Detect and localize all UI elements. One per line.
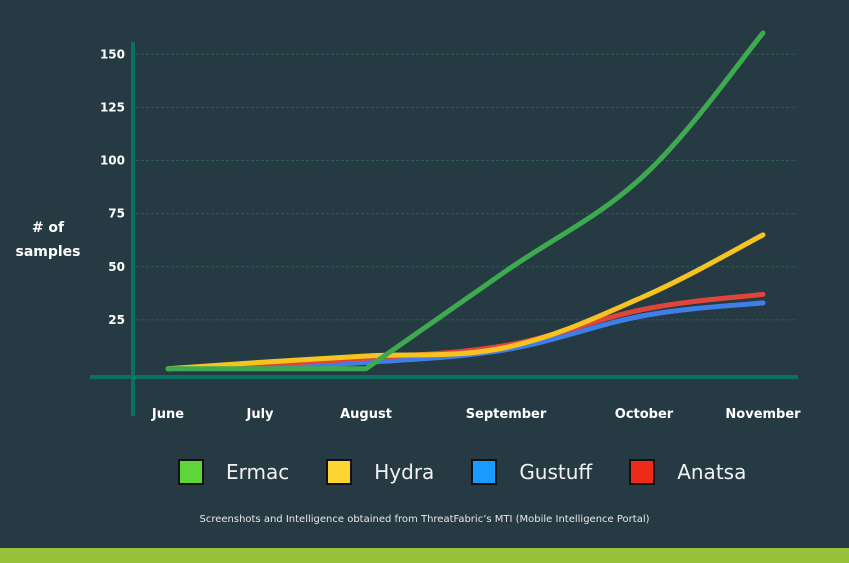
line-chart: 25 50 75 100 125 150 June July August September O… <box>90 30 801 422</box>
series-lines <box>165 30 766 372</box>
series-line-hydra <box>165 232 766 372</box>
y-tick-label: 150 <box>100 47 125 61</box>
y-tick-label: 25 <box>108 313 125 327</box>
x-tick-label: August <box>340 407 392 422</box>
series-line-ermac <box>165 30 766 372</box>
y-tick-label: 75 <box>108 207 125 221</box>
x-axis-ticks: June July August September October November <box>151 407 801 422</box>
series-line-anatsa <box>165 291 766 372</box>
x-tick-label: September <box>466 407 547 422</box>
legend-swatch-hydra <box>326 459 353 485</box>
legend-label: Hydra <box>374 460 435 484</box>
x-tick-label: October <box>615 407 674 422</box>
legend-label: Ermac <box>226 460 290 484</box>
legend-item-anatsa[interactable]: Anatsa <box>629 459 746 485</box>
x-tick-label: November <box>725 407 801 422</box>
y-tick-label: 125 <box>100 100 125 114</box>
legend-item-hydra[interactable]: Hydra <box>326 459 434 485</box>
legend-label: Anatsa <box>677 460 747 484</box>
legend-item-gustuff[interactable]: Gustuff <box>471 459 592 485</box>
x-tick-label: July <box>245 407 274 422</box>
source-footnote: Screenshots and Intelligence obtained fr… <box>199 514 650 525</box>
legend: Ermac Hydra Gustuff Anatsa <box>178 458 783 486</box>
legend-label: Gustuff <box>519 460 593 484</box>
y-tick-label: 50 <box>108 260 125 274</box>
y-axis-label: # of samples <box>15 220 81 260</box>
x-tick-label: June <box>151 407 184 422</box>
legend-swatch-anatsa <box>629 459 656 485</box>
legend-item-ermac[interactable]: Ermac <box>178 459 289 485</box>
grid-lines <box>136 53 797 321</box>
y-axis-ticks: 25 50 75 100 125 150 <box>100 47 125 327</box>
y-tick-label: 100 <box>100 154 125 168</box>
series-line-gustuff <box>165 300 766 372</box>
bottom-accent-bar <box>0 548 849 563</box>
legend-swatch-ermac <box>178 459 204 485</box>
legend-swatch-gustuff <box>471 459 498 485</box>
